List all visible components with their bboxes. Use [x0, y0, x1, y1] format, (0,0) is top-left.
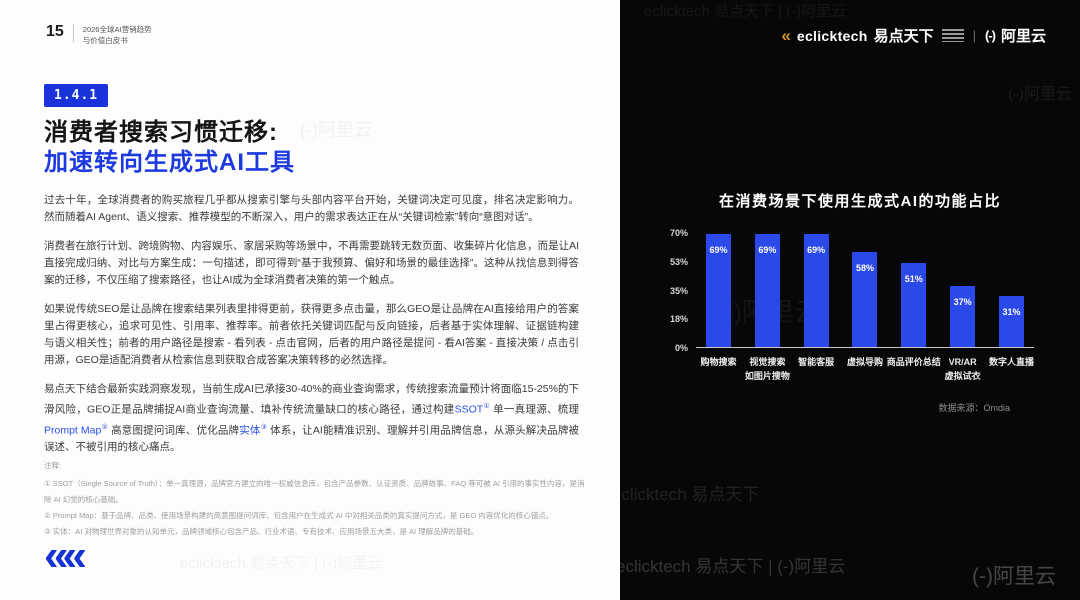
- y-tick-label: 0%: [674, 343, 688, 353]
- bar-group: 37% VR/AR 虚拟试衣: [940, 232, 985, 381]
- eclicktech-seal-icon: [941, 29, 964, 42]
- x-axis-label: 购物搜索: [700, 357, 737, 367]
- ssot-link[interactable]: SSOT: [454, 403, 484, 416]
- footnote-ref-2: ②: [101, 423, 109, 431]
- bar-value-label: 69%: [709, 245, 728, 255]
- bar-value-label: 31%: [1002, 307, 1021, 317]
- bar: 31%: [998, 296, 1024, 347]
- paragraph-3: 如果说传统SEO是让品牌在搜索结果列表里排得更前，获得更多点击量，那么GEO是让…: [44, 303, 579, 366]
- entity-link[interactable]: 实体: [239, 424, 261, 436]
- x-axis-label: 视觉搜索 如图片搜物: [744, 357, 790, 381]
- bar: 58%: [852, 252, 878, 347]
- body-text: 过去十年，全球消费者的购买旅程几乎都从搜索引擎与头部内容平台开始，关键词决定可见…: [44, 192, 579, 468]
- brand-logos: « eclicktech 易点天下 | (-) 阿里云: [781, 25, 1046, 46]
- bar-group: 51% 商品评价总结: [887, 232, 941, 367]
- eclicktech-logo-text-cn: 易点天下: [873, 28, 934, 45]
- watermark-aliyun: (-)阿里云: [1008, 86, 1072, 103]
- header-divider: [72, 24, 74, 42]
- x-axis-label: 智能客服: [798, 357, 835, 367]
- logo-divider: |: [972, 28, 976, 43]
- bar-group: 58% 虚拟导购: [842, 232, 887, 367]
- paragraph-2: 消费者在旅行计划、跨境购物、内容娱乐、家居采购等场景中，不再需要跳转无数页面、收…: [44, 240, 579, 286]
- booklet-title-line1: 2026全球AI营销趋势: [82, 25, 152, 34]
- section-title-line1: 消费者搜索习惯迁移:: [44, 119, 278, 146]
- bar-value-label: 58%: [855, 263, 874, 273]
- chart-data-source: 数据来源：Omdia: [938, 403, 1010, 413]
- footnote-ref-1: ①: [483, 403, 490, 410]
- page-header: 15 2026全球AI营销趋势 与价值白皮书: [46, 24, 152, 47]
- x-axis-label: 虚拟导购: [846, 357, 883, 367]
- booklet-title-line2: 与价值白皮书: [82, 35, 128, 45]
- p4-text-c: 高意图提问词库、优化品牌: [108, 424, 240, 436]
- eclicktech-logo-text-en: eclicktech: [796, 27, 868, 44]
- bar-group: 69% 智能客服: [794, 232, 839, 367]
- y-tick-label: 70%: [669, 228, 688, 238]
- footnote-ref-3: ③: [260, 423, 268, 431]
- x-axis-label: 数字人直播: [988, 357, 1034, 367]
- bar-plot: 69% 购物搜索 69% 视觉搜索 如图片搜物 69% 智能客服 58% 虚拟导购 51% 商品评…: [696, 232, 1034, 381]
- bar-group: 31% 数字人直播: [989, 232, 1034, 367]
- bar: 69%: [706, 234, 731, 347]
- footnote-item: ② Prompt Map：基于品牌、品类、使用场景构建的高意图提问词库，包含用户…: [44, 511, 554, 520]
- y-tick-label: 18%: [669, 314, 688, 325]
- right-chart-panel: eclicktech 易点天下 | (-)阿里云 (-)阿里云 (-)阿里云 e…: [620, 0, 1080, 600]
- section-number-badge: 1.4.1: [44, 84, 109, 107]
- x-axis-label: VR/AR 虚拟试衣: [944, 357, 981, 381]
- watermark-brand-row: eclicktech 易点天下 | (-)阿里云: [644, 3, 847, 20]
- bar-value-label: 69%: [758, 245, 777, 255]
- eclicktech-mark-icon: «: [781, 26, 791, 45]
- bar: 69%: [803, 234, 829, 347]
- section-title-line2: 加速转向生成式AI工具: [44, 149, 295, 176]
- x-axis-label: 商品评价总结: [886, 357, 941, 367]
- paragraph-1: 过去十年，全球消费者的购买旅程几乎都从搜索引擎与头部内容平台开始，关键词决定可见…: [44, 194, 579, 223]
- bar: 69%: [754, 234, 780, 347]
- page-number: 15: [46, 23, 64, 40]
- footnote-item: ③ 实体：AI 对物理世界对象的认知单元，品牌领域核心包含产品、行业术语、专有技…: [44, 527, 479, 536]
- bar-group: 69% 购物搜索: [696, 232, 741, 367]
- eclicktech-chevron-logo-icon: ««: [44, 531, 87, 580]
- paragraph-4: 易点天下结合最新实践洞察发现，当前生成AI已承接30-40%的商业查询需求，传统…: [44, 381, 579, 456]
- watermark-brand-row: eclicktech 易点天下 | (-)阿里云: [180, 552, 382, 573]
- bar-value-label: 51%: [904, 274, 923, 284]
- y-tick-label: 53%: [669, 256, 688, 267]
- chart-title: 在消费场景下使用生成式AI的功能占比: [718, 193, 1001, 210]
- p4-text-b: 单一真理源、梳理: [489, 403, 580, 416]
- watermark-aliyun: (-)阿里云: [300, 116, 372, 142]
- aliyun-logo-text: 阿里云: [1000, 28, 1046, 45]
- aliyun-logo-icon: (-): [984, 28, 996, 43]
- watermark-brand-row: eclicktech 易点天下 | (-)阿里云: [620, 557, 846, 576]
- y-tick-label: 35%: [669, 285, 688, 296]
- p4-text-a: 易点天下结合最新实践洞察发现，当前生成AI已承接30-40%的商业查询需求，传统…: [44, 383, 579, 416]
- bar: 51%: [901, 263, 927, 347]
- watermark-eclicktech: eclicktech 易点天下: [620, 485, 760, 504]
- bar-value-label: 37%: [953, 297, 972, 307]
- bar-group: 69% 视觉搜索 如图片搜物: [745, 232, 790, 381]
- watermark-aliyun: (-)阿里云: [972, 565, 1056, 588]
- footnotes-block: 注释: ① SSOT（Single Source of Truth）：单一真理源…: [44, 458, 589, 540]
- left-content-panel: (-)阿里云 eclicktech 易点天下 | (-)阿里云 15 2026全…: [0, 0, 620, 600]
- y-axis: 70% 53% 35% 18% 0%: [650, 228, 688, 353]
- footnote-item: ① SSOT（Single Source of Truth）：单一真理源，品牌官…: [44, 479, 585, 504]
- bar: 37%: [950, 286, 976, 347]
- p4-text-d: 体系，让AI能精准识别、理解并引用品牌信息，从源头解决品牌被误述、不被引用的核心…: [44, 424, 580, 453]
- prompt-map-link[interactable]: Prompt Map: [44, 424, 102, 436]
- bar-value-label: 69%: [807, 245, 826, 255]
- booklet-title: 2026全球AI营销趋势 与价值白皮书: [83, 24, 152, 47]
- footnotes-label: 注释:: [44, 461, 62, 470]
